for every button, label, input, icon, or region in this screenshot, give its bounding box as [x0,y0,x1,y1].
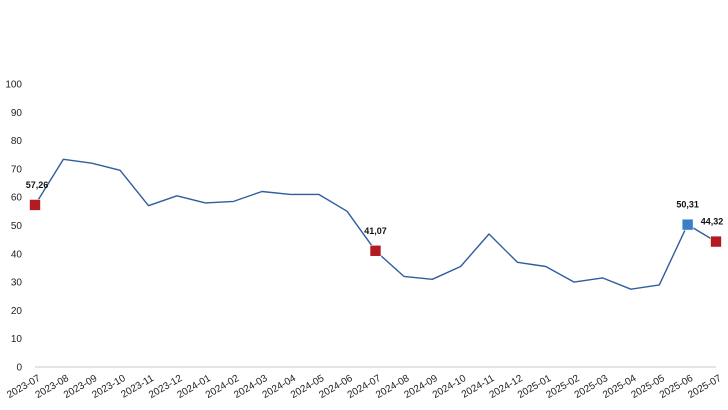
data-label: 50,31 [676,200,699,210]
y-tick-label: 70 [11,164,23,175]
highlight-markers [29,199,722,257]
series-layer [34,158,717,290]
y-tick-label: 30 [11,278,23,289]
data-label: 41,07 [364,226,387,236]
y-tick-label: 60 [11,193,23,204]
data-label: 57,26 [26,180,49,190]
highlight-marker [29,199,41,211]
y-tick-label: 20 [11,306,23,317]
y-tick-label: 40 [11,249,23,260]
y-tick-label: 90 [11,108,23,119]
highlight-marker [681,218,694,231]
highlight-marker [710,235,722,248]
data-label: 44,32 [701,217,724,227]
y-tick-label: 0 [16,363,22,374]
y-axis: 0 10 20 30 40 50 60 70 80 90 100 [5,80,22,374]
y-tick-label: 50 [11,221,23,232]
highlight-marker [369,244,382,257]
series-line [34,158,717,290]
y-tick-label: 100 [5,80,22,91]
y-tick-label: 10 [11,334,23,345]
y-tick-label: 80 [11,136,23,147]
x-axis: 2023-072023-082023-092023-102023-112023-… [5,366,724,401]
